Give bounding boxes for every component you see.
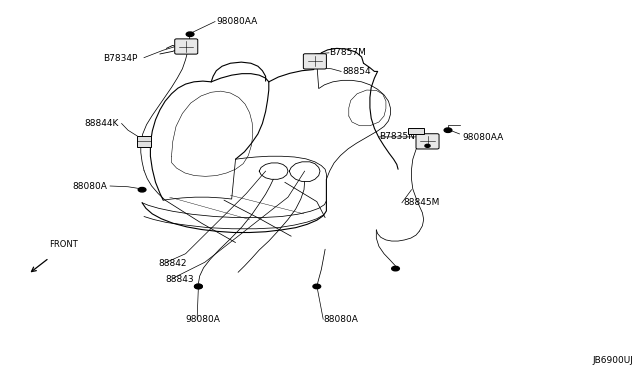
FancyBboxPatch shape — [303, 54, 326, 69]
Text: JB6900UJ: JB6900UJ — [593, 356, 634, 365]
Circle shape — [444, 128, 452, 132]
Text: 88080A: 88080A — [323, 315, 358, 324]
Circle shape — [425, 144, 430, 147]
Circle shape — [138, 187, 146, 192]
FancyBboxPatch shape — [175, 39, 198, 54]
Bar — [137, 136, 151, 147]
Text: 88845M: 88845M — [403, 198, 440, 207]
Text: 88854: 88854 — [342, 67, 371, 76]
Text: B7835N: B7835N — [379, 132, 415, 141]
FancyBboxPatch shape — [416, 134, 439, 149]
Text: 88080A: 88080A — [73, 182, 108, 190]
Text: 88842: 88842 — [159, 259, 188, 268]
Circle shape — [392, 266, 399, 271]
Text: 88844K: 88844K — [84, 119, 118, 128]
Circle shape — [313, 284, 321, 289]
Text: FRONT: FRONT — [49, 240, 78, 249]
Circle shape — [195, 284, 202, 289]
Text: B7857M: B7857M — [330, 48, 367, 57]
Text: 88843: 88843 — [165, 275, 194, 284]
Text: B7834P: B7834P — [103, 54, 138, 63]
Circle shape — [195, 284, 202, 289]
Text: 98080A: 98080A — [186, 315, 220, 324]
Bar — [408, 128, 424, 134]
Text: 98080AA: 98080AA — [216, 17, 257, 26]
Text: 98080AA: 98080AA — [462, 133, 503, 142]
Circle shape — [186, 32, 194, 36]
